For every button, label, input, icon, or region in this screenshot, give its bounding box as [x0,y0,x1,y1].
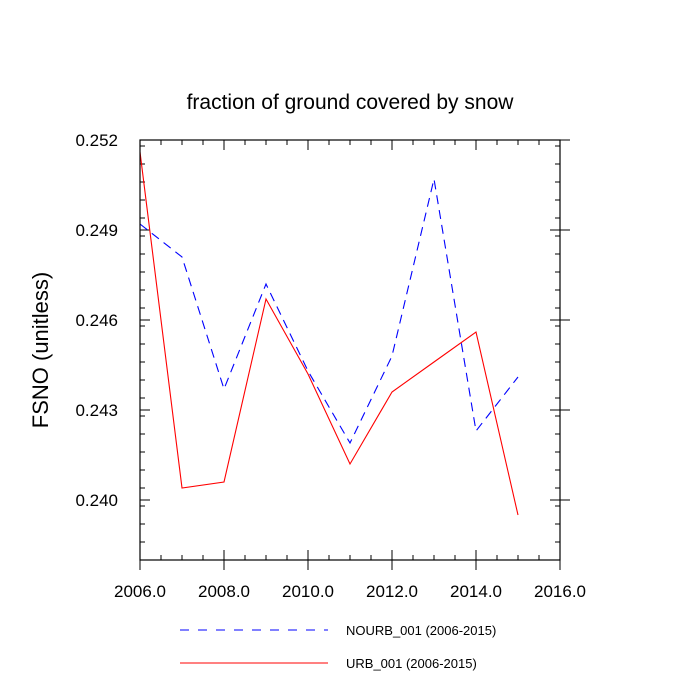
x-tick-label: 2014.0 [450,582,502,601]
series-group [139,151,519,516]
x-tick-label: 2012.0 [366,582,418,601]
y-tick-label: 0.246 [75,311,118,330]
legend-label: URB_001 (2006-2015) [346,656,477,671]
y-tick-label: 0.243 [75,401,118,420]
x-tick-label: 2006.0 [114,582,166,601]
y-axis-label: FSNO (unitless) [28,272,53,428]
series-line-1 [139,178,519,445]
chart-title: fraction of ground covered by snow [187,91,515,114]
y-tick-label: 0.252 [75,131,118,150]
axis-ticks: 2006.0 2008.0 2010.0 2012.0 2014.0 2016.0 0.24… [75,131,586,601]
x-tick-label: 2008.0 [198,582,250,601]
legend: NOURB_001 (2006-2015) URB_001 (2006-2015) [180,623,496,671]
x-tick-label: 2016.0 [534,582,586,601]
plot-frame [139,139,561,561]
y-tick-label: 0.249 [75,221,118,240]
y-tick-label: 0.240 [75,491,118,510]
series-line-2 [139,151,519,516]
x-tick-label: 2010.0 [282,582,334,601]
legend-label: NOURB_001 (2006-2015) [346,623,496,638]
